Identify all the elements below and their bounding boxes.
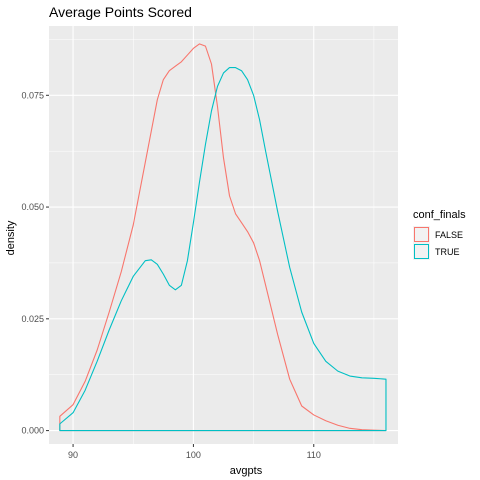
legend: conf_finals FALSE TRUE [413,209,466,260]
legend-key-swatch [414,244,429,259]
y-tick-label: 0.025 [21,314,44,324]
density-series [59,43,387,432]
x-tick-label: 100 [186,450,201,460]
legend-label: FALSE [435,230,463,240]
x-axis-ticks: 90 100 110 [68,444,321,460]
y-axis-title: density [5,220,17,255]
legend-key-background [413,226,430,243]
y-axis-ticks: 0.000 0.025 0.050 0.075 [21,90,49,436]
x-tick-label: 110 [307,450,321,460]
y-tick-label: 0.000 [21,426,44,436]
y-tick-label: 0.050 [21,202,44,212]
chart-title: Average Points Scored [49,4,192,20]
legend-item-false: FALSE [413,226,463,243]
legend-title: conf_finals [413,209,466,221]
plot-panel [49,26,398,444]
legend-item-true: TRUE [413,243,460,260]
legend-items: FALSE TRUE [413,226,463,260]
y-tick-label: 0.075 [21,90,44,100]
legend-key-swatch [414,227,429,242]
x-tick-label: 90 [68,450,78,460]
density-line-true [59,67,387,432]
x-axis-title: avgpts [230,465,263,477]
legend-label: TRUE [435,247,460,257]
legend-key-background [413,243,430,260]
density-line-false [59,43,387,432]
